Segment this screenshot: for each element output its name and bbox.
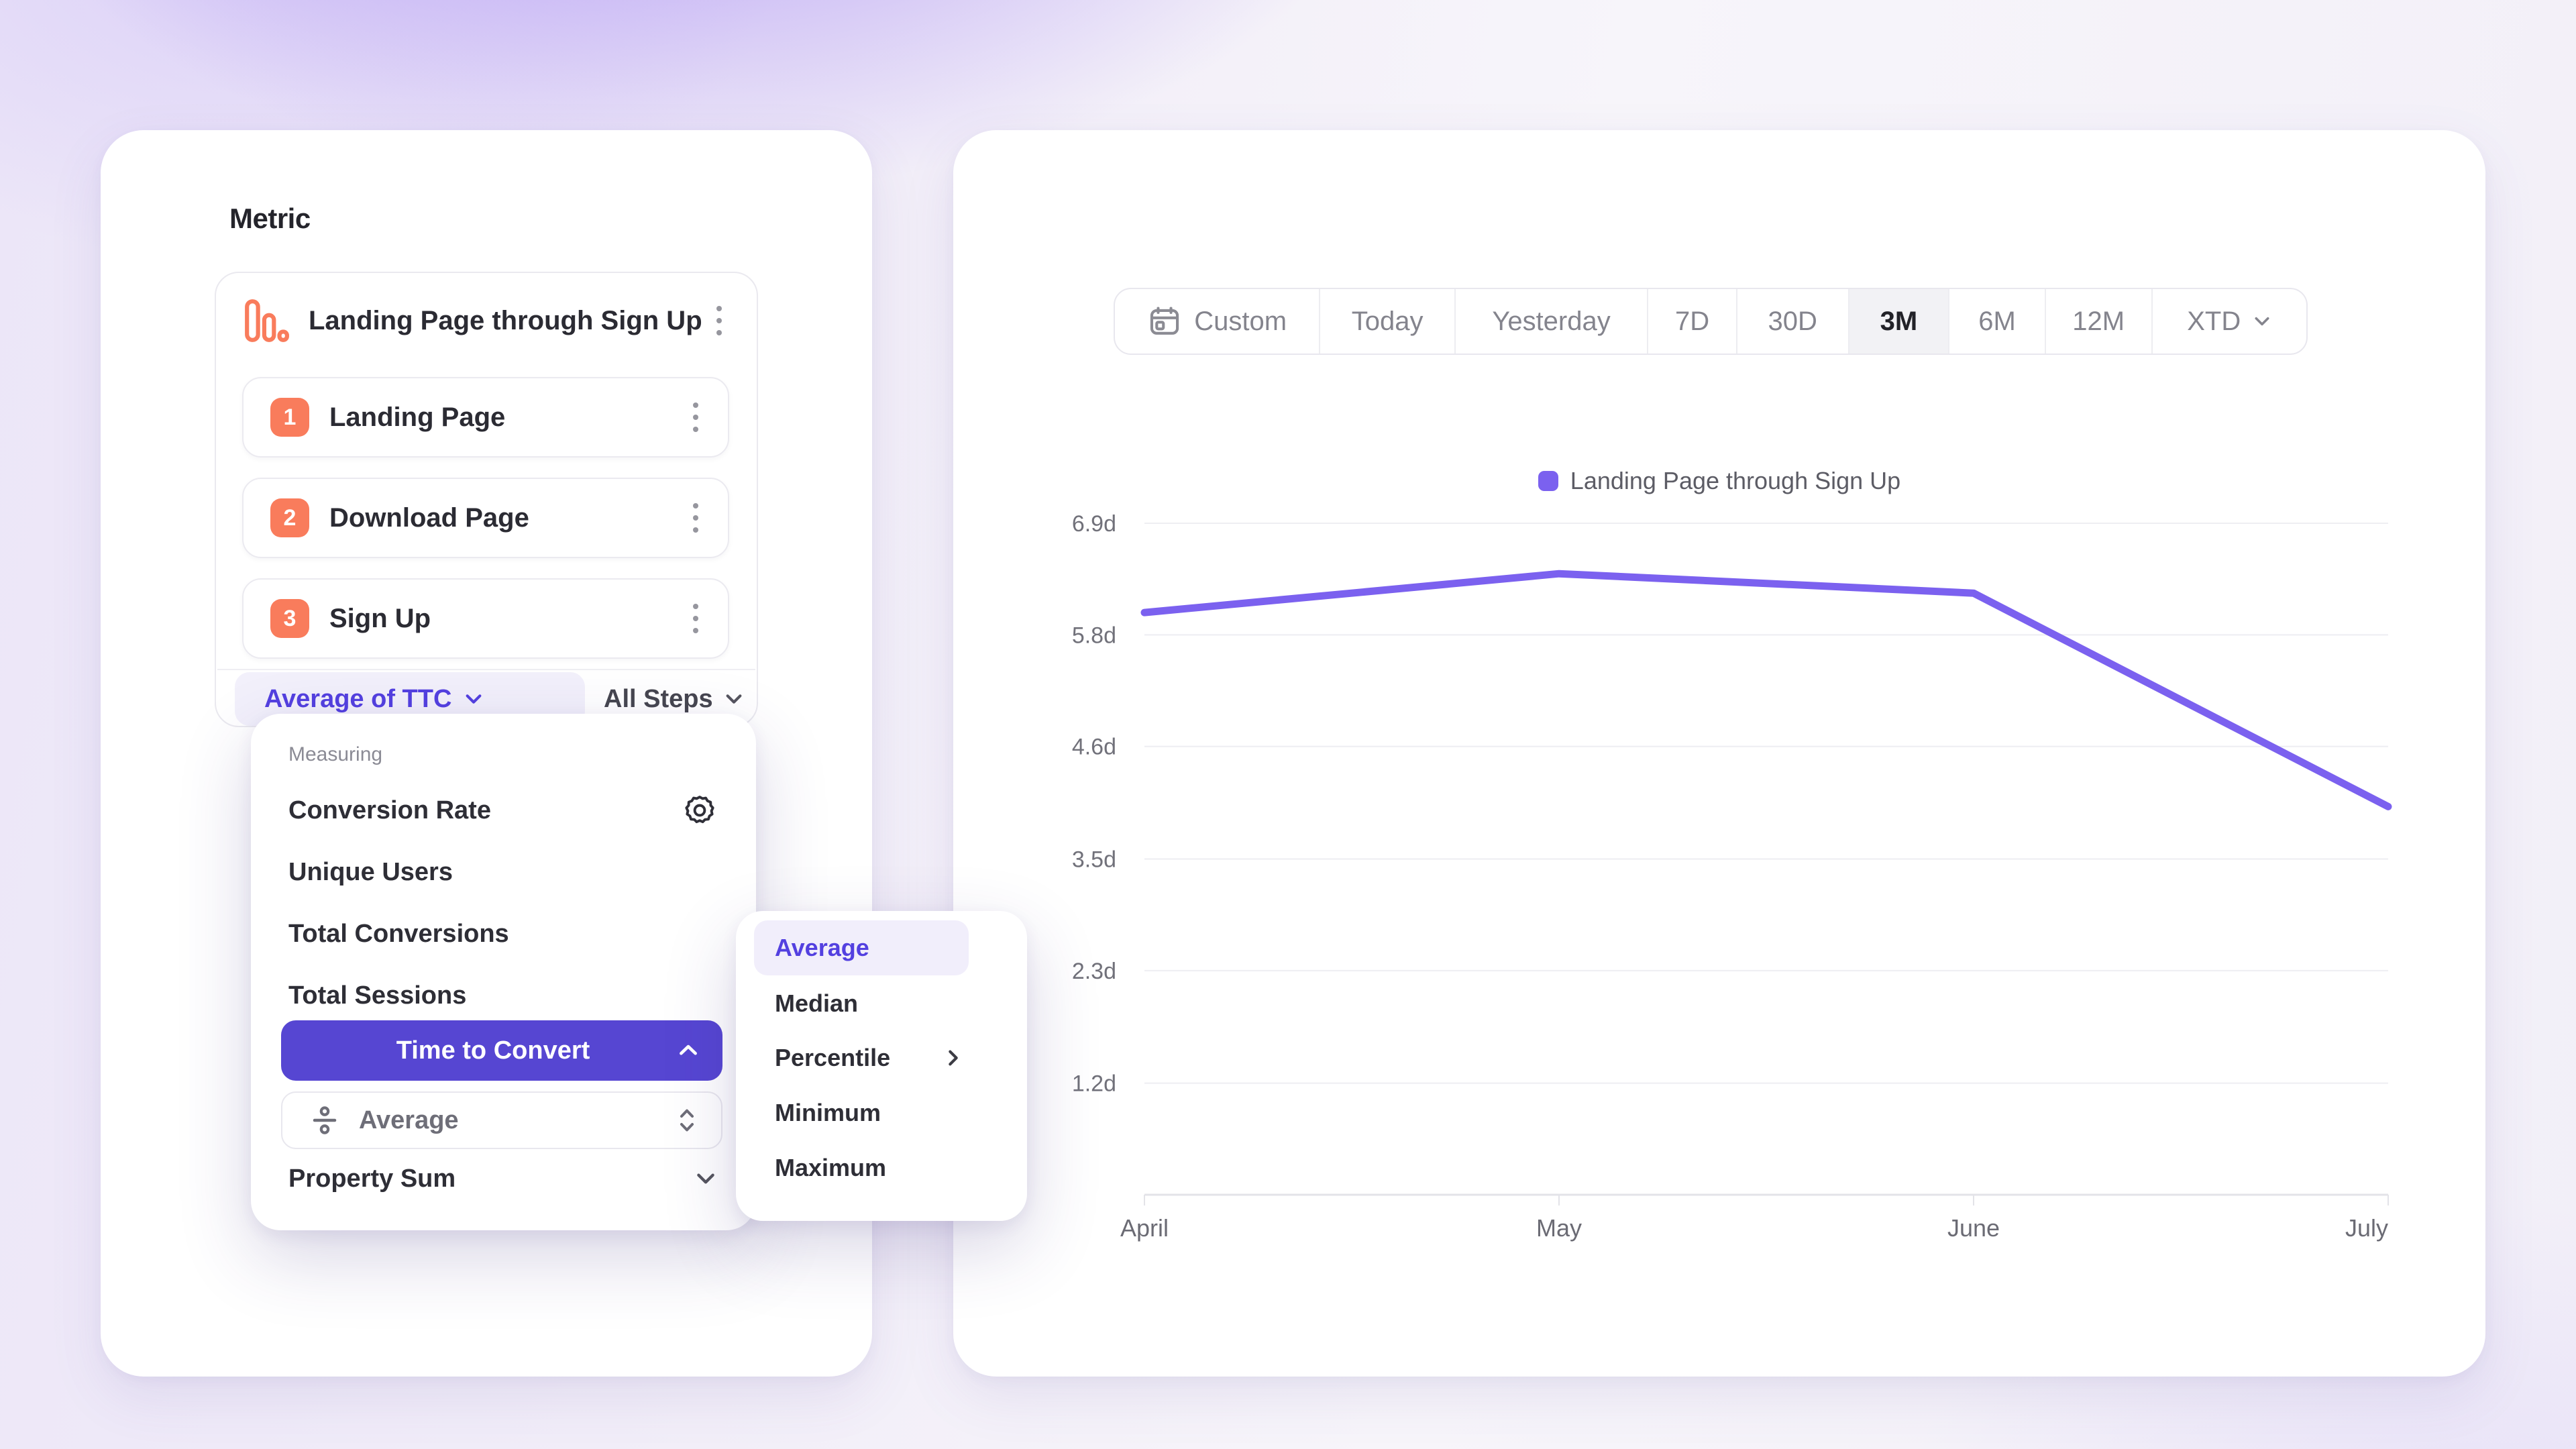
gear-icon[interactable] xyxy=(682,793,717,828)
date-range-7d[interactable]: 7D xyxy=(1648,289,1737,354)
menu-item-label: Total Conversions xyxy=(288,919,509,948)
date-range-3m-selected[interactable]: 3M xyxy=(1849,289,1950,354)
menu-section-label: Measuring xyxy=(288,743,383,765)
step-number-badge: 3 xyxy=(270,599,309,638)
metric-panel-title: Metric xyxy=(229,203,311,234)
y-axis-tick-label: 3.5d xyxy=(1072,847,1116,872)
calendar-icon xyxy=(1147,304,1182,339)
date-range-segmented-control: Custom Today Yesterday 7D 30D 3M 6M 12M … xyxy=(1114,288,2308,355)
segment-label: XTD xyxy=(2187,306,2241,336)
chart-legend: Landing Page through Sign Up xyxy=(953,467,2485,495)
x-axis-tick-label: May xyxy=(1536,1214,1582,1242)
x-axis-tick-label: July xyxy=(2345,1214,2388,1242)
menu-item-time-to-convert-selected[interactable]: Time to Convert xyxy=(281,1020,722,1081)
steps-scope-label: All Steps xyxy=(604,684,713,713)
segment-label: 30D xyxy=(1768,306,1817,336)
submenu-item-maximum[interactable]: Maximum xyxy=(736,1143,1027,1193)
series-line xyxy=(1140,570,2392,810)
date-range-30d[interactable]: 30D xyxy=(1737,289,1849,354)
step-number-badge: 1 xyxy=(270,398,309,437)
funnel-kebab-menu-button[interactable] xyxy=(704,299,734,342)
step-number-badge: 2 xyxy=(270,498,309,537)
submenu-item-label: Percentile xyxy=(775,1044,891,1071)
unfold-stepper-icon[interactable] xyxy=(676,1106,698,1135)
menu-item-label: Time to Convert xyxy=(396,1036,590,1065)
chevron-down-icon xyxy=(694,1167,717,1190)
chart-panel: Custom Today Yesterday 7D 30D 3M 6M 12M … xyxy=(953,130,2485,1377)
menu-item-property-sum[interactable]: Property Sum xyxy=(251,1153,756,1204)
submenu-item-label: Average xyxy=(775,934,869,961)
segment-label: Today xyxy=(1351,306,1424,336)
line-chart: 6.9d 5.8d 4.6d 3.5d 2.3d 1.2d April May June July xyxy=(1072,511,2392,1242)
steps-scope-dropdown[interactable]: All Steps xyxy=(604,672,744,726)
date-range-today[interactable]: Today xyxy=(1320,289,1456,354)
submenu-item-average-selected[interactable]: Average xyxy=(754,920,969,975)
x-axis-tick-label: April xyxy=(1120,1214,1169,1242)
segment-label: 12M xyxy=(2072,306,2125,336)
menu-item-label: Unique Users xyxy=(288,857,453,886)
aggregation-submenu: Average Median Percentile Minimum Maximu… xyxy=(736,911,1027,1221)
step-label: Download Page xyxy=(329,502,529,533)
measuring-dropdown-menu: Measuring Conversion Rate Unique Users T… xyxy=(251,714,756,1230)
divider xyxy=(217,669,755,670)
chevron-down-icon xyxy=(724,689,744,709)
measurement-label: Average of TTC xyxy=(264,684,452,713)
menu-item-total-conversions[interactable]: Total Conversions xyxy=(251,908,756,959)
ttc-aggregation-value: Average xyxy=(359,1106,459,1134)
submenu-item-median[interactable]: Median xyxy=(736,979,1027,1028)
submenu-item-label: Minimum xyxy=(775,1099,881,1126)
step-label: Landing Page xyxy=(329,402,506,432)
date-range-yesterday[interactable]: Yesterday xyxy=(1456,289,1649,354)
step-kebab-menu-button[interactable] xyxy=(681,396,710,439)
funnel-title: Landing Page through Sign Up xyxy=(309,305,702,335)
menu-item-label: Conversion Rate xyxy=(288,796,491,824)
segment-label: 7D xyxy=(1674,306,1710,336)
step-kebab-menu-button[interactable] xyxy=(681,597,710,640)
funnel-header: Landing Page through Sign Up xyxy=(243,289,734,352)
y-axis-tick-label: 1.2d xyxy=(1072,1071,1116,1097)
submenu-item-percentile[interactable]: Percentile xyxy=(736,1033,1027,1083)
funnel-step-row[interactable]: 3 Sign Up xyxy=(242,578,729,659)
y-axis-tick-label: 4.6d xyxy=(1072,735,1116,760)
menu-item-label: Property Sum xyxy=(288,1164,456,1193)
legend-label: Landing Page through Sign Up xyxy=(1570,467,1901,494)
chevron-up-icon xyxy=(677,1039,700,1062)
step-kebab-menu-button[interactable] xyxy=(681,496,710,539)
funnel-step-row[interactable]: 2 Download Page xyxy=(242,478,729,558)
legend-swatch[interactable] xyxy=(1538,471,1558,491)
chevron-down-icon xyxy=(464,689,484,709)
segment-label: Custom xyxy=(1194,306,1287,336)
chevron-down-icon xyxy=(2253,312,2271,331)
menu-item-conversion-rate[interactable]: Conversion Rate xyxy=(251,785,756,836)
x-axis-tick-label: June xyxy=(1947,1214,2000,1242)
funnel-bars-icon xyxy=(243,297,290,344)
divide-icon xyxy=(309,1105,340,1136)
chevron-right-icon xyxy=(943,1048,963,1068)
segment-label: 3M xyxy=(1880,306,1918,336)
date-range-6m[interactable]: 6M xyxy=(1949,289,2046,354)
segment-label: 6M xyxy=(1978,306,2016,336)
menu-item-label: Total Sessions xyxy=(288,981,467,1010)
ttc-aggregation-selector[interactable]: Average xyxy=(281,1091,722,1149)
menu-item-unique-users[interactable]: Unique Users xyxy=(251,847,756,898)
menu-item-total-sessions[interactable]: Total Sessions xyxy=(251,970,756,1021)
funnel-definition-card: Landing Page through Sign Up 1 Landing P… xyxy=(215,272,758,727)
date-range-custom[interactable]: Custom xyxy=(1115,289,1321,354)
y-axis-tick-label: 6.9d xyxy=(1072,511,1116,537)
step-label: Sign Up xyxy=(329,603,431,633)
submenu-item-minimum[interactable]: Minimum xyxy=(736,1088,1027,1138)
date-range-12m[interactable]: 12M xyxy=(2046,289,2153,354)
segment-label: Yesterday xyxy=(1492,306,1611,336)
y-axis-tick-label: 2.3d xyxy=(1072,959,1116,984)
date-range-xtd[interactable]: XTD xyxy=(2153,289,2306,354)
submenu-item-label: Maximum xyxy=(775,1154,887,1181)
funnel-step-row[interactable]: 1 Landing Page xyxy=(242,377,729,458)
y-axis-tick-label: 5.8d xyxy=(1072,623,1116,648)
submenu-item-label: Median xyxy=(775,989,859,1017)
